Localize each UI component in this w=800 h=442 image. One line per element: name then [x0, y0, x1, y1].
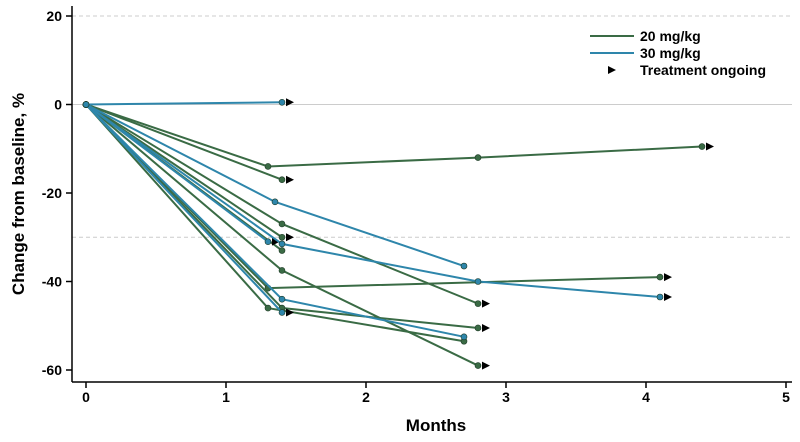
axes	[71, 6, 792, 383]
x-tick-label: 2	[362, 389, 370, 405]
treatment-ongoing-marker	[286, 233, 294, 242]
series-line	[85, 101, 283, 106]
treatment-ongoing-marker	[482, 323, 490, 332]
data-point	[264, 163, 272, 170]
x-tick-label: 1	[222, 389, 230, 405]
data-point	[656, 273, 664, 281]
series-line	[85, 103, 479, 329]
legend-item-2: Treatment ongoing	[608, 62, 766, 78]
data-point	[271, 198, 279, 206]
y-tick-label: -20	[42, 185, 62, 201]
treatment-ongoing-marker	[272, 237, 280, 246]
data-point	[264, 304, 272, 312]
legend-label: Treatment ongoing	[640, 62, 766, 78]
treatment-ongoing-marker	[286, 175, 294, 184]
series-7	[82, 101, 490, 332]
x-axis-title: Months	[406, 416, 466, 435]
data-point	[656, 293, 664, 301]
x-tick-label: 5	[782, 389, 790, 405]
x-tick-label: 3	[502, 389, 510, 405]
treatment-ongoing-marker	[664, 273, 672, 282]
x-tick-label: 4	[642, 389, 650, 405]
data-point	[278, 98, 286, 106]
data-point	[698, 143, 706, 150]
data-point	[278, 220, 286, 228]
series-line	[85, 103, 283, 314]
series-line	[85, 103, 269, 243]
data-point	[278, 240, 286, 248]
data-point	[474, 324, 482, 332]
legend-swatch	[608, 66, 616, 74]
data-point	[278, 176, 286, 184]
series-2	[82, 101, 490, 308]
y-tick-label: -40	[42, 274, 62, 290]
data-point	[264, 238, 272, 245]
data-point	[460, 262, 468, 270]
series-layer	[82, 98, 714, 370]
x-tick-label: 0	[82, 389, 90, 405]
treatment-ongoing-marker	[286, 308, 294, 317]
data-point	[82, 101, 90, 108]
series-14	[82, 101, 294, 317]
data-point	[474, 278, 482, 285]
legend-item-1: 30 mg/kg	[590, 45, 701, 61]
series-line	[85, 103, 283, 181]
series-line	[85, 103, 703, 168]
legend-item-0: 20 mg/kg	[590, 28, 701, 44]
treatment-ongoing-marker	[706, 142, 714, 151]
series-9	[82, 98, 294, 108]
data-point	[460, 333, 468, 341]
ticks: 0 1 2 3 4 5 -60 -40 -20 0 20	[42, 8, 790, 405]
data-point	[278, 233, 286, 241]
reference-lines	[72, 15, 792, 238]
data-point	[474, 362, 482, 369]
treatment-ongoing-marker	[664, 292, 672, 301]
treatment-ongoing-marker	[286, 98, 294, 107]
series-line	[85, 103, 661, 298]
legend-label: 30 mg/kg	[640, 45, 701, 61]
treatment-ongoing-marker	[482, 361, 490, 370]
y-tick-label: 0	[54, 97, 62, 113]
data-point	[278, 309, 286, 316]
y-tick-label: -60	[42, 362, 62, 378]
y-tick-label: 20	[46, 8, 62, 24]
data-point	[278, 267, 286, 274]
data-point	[278, 295, 286, 303]
legend-label: 20 mg/kg	[640, 28, 701, 44]
data-point	[278, 247, 286, 254]
data-point	[474, 154, 482, 161]
y-axis-title: Change from baseline, %	[9, 93, 28, 295]
treatment-ongoing-marker	[482, 299, 490, 308]
data-point	[474, 300, 482, 307]
